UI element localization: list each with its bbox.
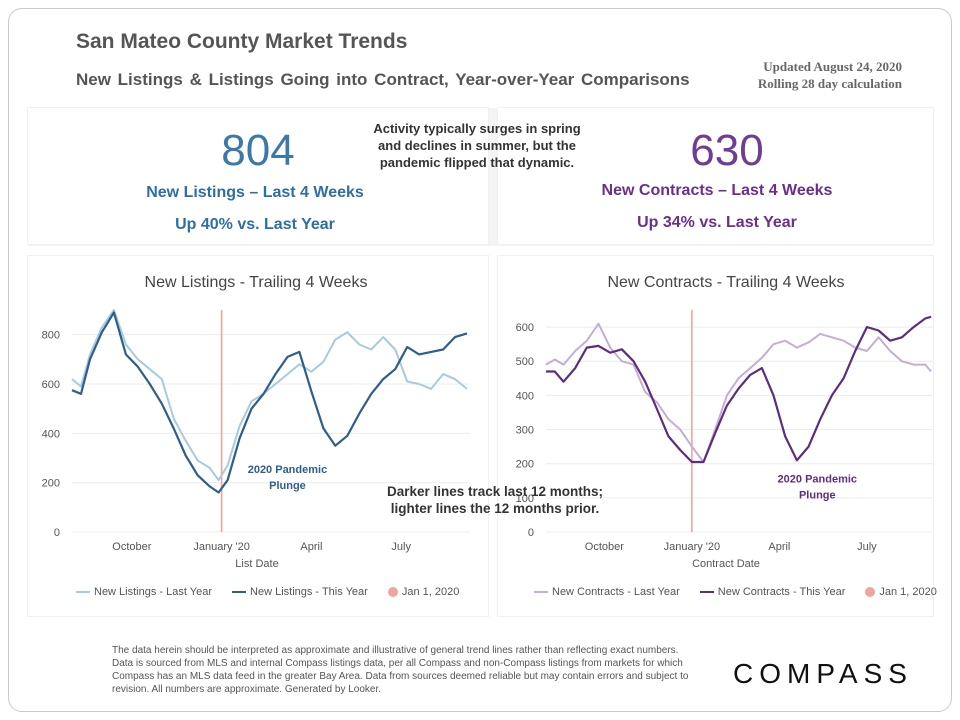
legend-item[interactable]: New Contracts - This Year [699, 586, 846, 598]
y-tick-label: 300 [516, 425, 534, 437]
listings-legend: New Listings - Last Year New Listings - … [76, 586, 473, 598]
rolling-note: Rolling 28 day calculation [757, 76, 902, 91]
contracts-this-year-line [546, 315, 932, 464]
x-tick-label: October [112, 541, 151, 553]
y-tick-label: 100 [516, 493, 534, 505]
y-tick-label: 500 [516, 356, 534, 368]
listings-chart: 0 200 400 600 800 October January '20 April July… [42, 309, 470, 570]
kpi-panel-listings [28, 108, 488, 244]
y-tick-label: 200 [516, 459, 534, 471]
listings-kpi-value: 804 [221, 126, 295, 175]
y-tick-label: 400 [42, 428, 60, 440]
legend-item[interactable]: New Listings - This Year [232, 586, 368, 598]
listings-chart-title: New Listings - Trailing 4 Weeks [144, 274, 368, 291]
pandemic-annotation: Plunge [799, 489, 836, 501]
x-axis-label: Contract Date [692, 558, 760, 570]
y-tick-label: 600 [42, 379, 60, 391]
x-axis-label: List Date [235, 558, 278, 570]
x-tick-label: July [391, 541, 411, 553]
x-tick-label: October [585, 541, 624, 553]
disclaimer-text: The data herein should be interpreted as… [112, 645, 689, 695]
contracts-kpi-value: 630 [690, 126, 764, 175]
kpi-panel-contracts [498, 108, 933, 244]
y-tick-label: 0 [528, 527, 534, 539]
contracts-legend: New Contracts - Last Year New Contracts … [534, 586, 951, 598]
legend-swatch [232, 591, 247, 593]
seasonality-note-line: Activity typically surges in spring [373, 121, 581, 136]
legend-swatch [534, 591, 548, 593]
y-tick-label: 800 [42, 330, 60, 342]
contracts-chart-panel [498, 256, 933, 616]
y-tick-label: 600 [516, 322, 534, 334]
updated-note: Updated August 24, 2020 Rolling 28 day c… [758, 58, 902, 92]
legend-label: New Listings - Last Year [94, 586, 213, 598]
line-explanation-line: lighter lines the 12 months prior. [390, 501, 600, 516]
legend-item[interactable]: Jan 1, 2020 [387, 586, 460, 598]
compass-logo: COMPASS [733, 658, 913, 689]
legend-swatch [699, 591, 714, 593]
legend-item[interactable]: New Contracts - Last Year [534, 586, 680, 598]
legend-dot-icon [387, 587, 398, 597]
updated-date: Updated August 24, 2020 [763, 59, 902, 74]
page-title: San Mateo County Market Trends [76, 30, 408, 53]
legend-dot-icon [865, 587, 876, 597]
y-tick-label: 0 [54, 527, 60, 539]
legend-label: New Contracts - Last Year [552, 586, 680, 598]
pandemic-annotation: 2020 Pandemic [248, 464, 328, 476]
listings-kpi-change: Up 40% vs. Last Year [175, 216, 335, 233]
seasonality-note-line: and declines in summer, but the [378, 138, 576, 153]
pandemic-annotation: Plunge [269, 480, 306, 492]
x-tick-label: July [857, 541, 877, 553]
legend-label: Jan 1, 2020 [879, 586, 937, 598]
pandemic-annotation: 2020 Pandemic [778, 473, 858, 485]
contracts-chart-title: New Contracts - Trailing 4 Weeks [607, 274, 845, 291]
contracts-last-year-line [545, 322, 932, 463]
x-tick-label: January '20 [664, 541, 721, 553]
y-tick-label: 200 [42, 478, 60, 490]
seasonality-note-line: pandemic flipped that dynamic. [379, 155, 575, 170]
listings-kpi-label: New Listings – Last 4 Weeks [146, 184, 364, 201]
listings-this-year-line [71, 311, 468, 494]
seasonality-note: Activity typically surges in spring and … [352, 120, 602, 171]
x-tick-label: January '20 [193, 541, 250, 553]
x-tick-label: April [300, 541, 322, 553]
legend-label: New Contracts - This Year [717, 586, 846, 598]
page-subtitle: New Listings & Listings Going into Contr… [76, 70, 690, 89]
listings-last-year-line [71, 309, 468, 482]
legend-item[interactable]: New Listings - Last Year [76, 586, 212, 598]
legend-label: Jan 1, 2020 [401, 586, 460, 598]
legend-label: New Listings - This Year [250, 586, 368, 598]
listings-chart-panel [28, 256, 488, 616]
legend-swatch [76, 591, 90, 593]
line-explanation-note: Darker lines track last 12 months; light… [360, 483, 630, 517]
line-explanation-line: Darker lines track last 12 months; [386, 484, 604, 499]
contracts-kpi-change: Up 34% vs. Last Year [637, 214, 797, 231]
x-tick-label: April [768, 541, 790, 553]
contracts-chart: 0 100 200 300 400 500 600 October January '20 Apr… [516, 310, 933, 570]
y-tick-label: 400 [516, 390, 534, 402]
legend-item[interactable]: Jan 1, 2020 [865, 586, 937, 598]
contracts-kpi-label: New Contracts – Last 4 Weeks [601, 182, 833, 199]
